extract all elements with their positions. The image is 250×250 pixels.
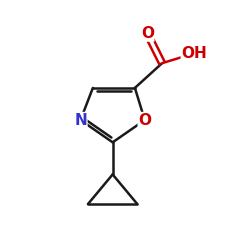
- Text: OH: OH: [181, 46, 207, 61]
- Text: N: N: [74, 112, 87, 128]
- Text: O: O: [138, 112, 151, 128]
- Text: O: O: [141, 26, 154, 41]
